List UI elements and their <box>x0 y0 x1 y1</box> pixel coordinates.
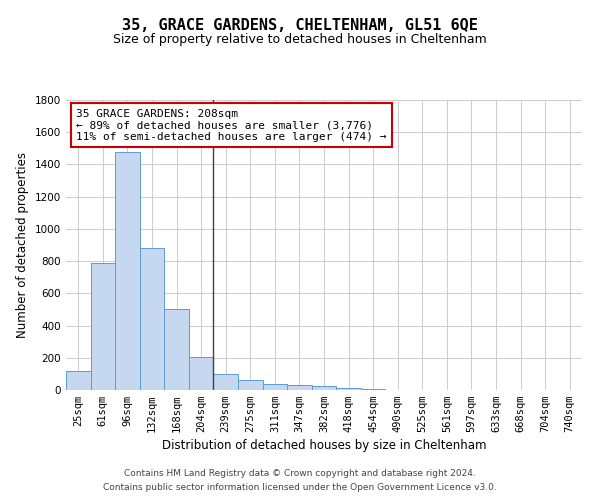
Bar <box>287 386 312 390</box>
Bar <box>263 384 287 390</box>
Bar <box>66 370 91 390</box>
Bar <box>164 310 189 390</box>
Bar <box>238 380 263 390</box>
Text: 35 GRACE GARDENS: 208sqm
← 89% of detached houses are smaller (3,776)
11% of sem: 35 GRACE GARDENS: 208sqm ← 89% of detach… <box>76 108 387 142</box>
Bar <box>312 386 336 390</box>
Bar <box>115 152 140 390</box>
Bar <box>140 248 164 390</box>
Y-axis label: Number of detached properties: Number of detached properties <box>16 152 29 338</box>
X-axis label: Distribution of detached houses by size in Cheltenham: Distribution of detached houses by size … <box>162 440 486 452</box>
Bar <box>214 374 238 390</box>
Text: Contains HM Land Registry data © Crown copyright and database right 2024.: Contains HM Land Registry data © Crown c… <box>124 468 476 477</box>
Text: 35, GRACE GARDENS, CHELTENHAM, GL51 6QE: 35, GRACE GARDENS, CHELTENHAM, GL51 6QE <box>122 18 478 32</box>
Bar <box>189 357 214 390</box>
Text: Size of property relative to detached houses in Cheltenham: Size of property relative to detached ho… <box>113 32 487 46</box>
Bar <box>361 389 385 390</box>
Bar <box>91 262 115 390</box>
Text: Contains public sector information licensed under the Open Government Licence v3: Contains public sector information licen… <box>103 484 497 492</box>
Bar <box>336 388 361 390</box>
